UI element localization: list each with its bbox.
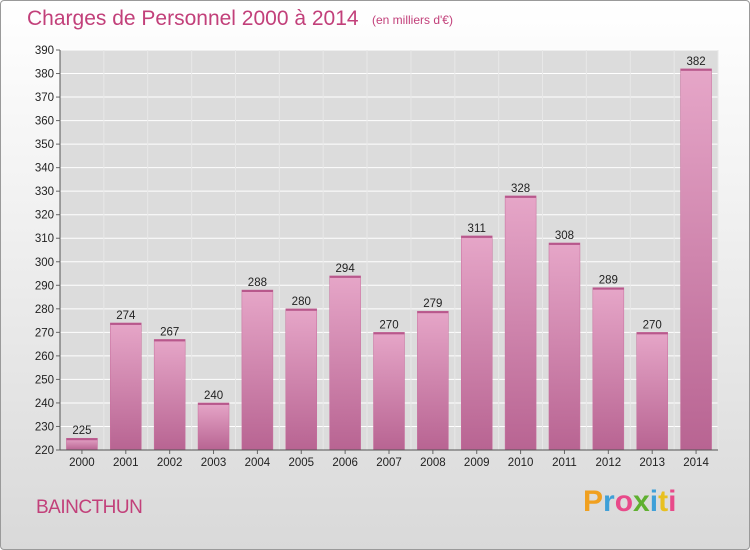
y-tick-label: 230 bbox=[35, 421, 54, 433]
y-tick-label: 380 bbox=[35, 69, 54, 81]
data-label: 267 bbox=[160, 326, 179, 338]
bar-top-edge bbox=[66, 438, 98, 441]
x-tick-label: 2006 bbox=[332, 457, 358, 469]
x-tick-label: 2007 bbox=[376, 457, 402, 469]
bar bbox=[373, 332, 405, 451]
logo-letter: x bbox=[633, 485, 650, 518]
bar-top-edge bbox=[548, 242, 580, 245]
y-tick-label: 280 bbox=[35, 304, 54, 316]
x-tick-label: 2011 bbox=[552, 457, 577, 469]
bar bbox=[548, 242, 581, 451]
y-tick-label: 390 bbox=[35, 45, 54, 57]
x-tick-label: 2000 bbox=[69, 457, 95, 469]
bar-top-edge bbox=[636, 332, 668, 335]
y-tick-label: 340 bbox=[35, 163, 54, 175]
bar bbox=[110, 322, 142, 451]
commune-name: BAINCTHUN bbox=[36, 497, 143, 518]
bar-top-edge bbox=[417, 311, 449, 314]
x-tick-label: 2003 bbox=[201, 457, 227, 469]
x-tick-label: 2009 bbox=[464, 457, 490, 469]
x-tick-label: 2012 bbox=[596, 457, 622, 469]
bar-top-edge bbox=[198, 402, 230, 405]
y-tick-label: 290 bbox=[35, 280, 54, 292]
y-tick-label: 240 bbox=[35, 398, 54, 410]
data-label: 279 bbox=[423, 298, 442, 310]
logo-letter: t bbox=[658, 485, 669, 518]
chart-subtitle: (en milliers d'€) bbox=[372, 13, 453, 27]
bar bbox=[241, 289, 274, 451]
data-label: 270 bbox=[379, 319, 398, 331]
data-label: 311 bbox=[468, 223, 486, 235]
bar bbox=[592, 287, 625, 451]
y-tick-label: 260 bbox=[35, 351, 54, 363]
x-tick-label: 2008 bbox=[420, 457, 446, 469]
data-label: 288 bbox=[248, 277, 267, 289]
bar bbox=[504, 195, 537, 451]
y-tick-label: 350 bbox=[35, 139, 54, 151]
bar-top-edge bbox=[110, 322, 142, 325]
data-label: 225 bbox=[72, 425, 91, 437]
bar-top-edge bbox=[680, 68, 712, 71]
bar bbox=[153, 339, 186, 451]
x-tick-label: 2002 bbox=[157, 457, 183, 469]
logo-letter: P bbox=[583, 485, 604, 518]
data-label: 328 bbox=[511, 183, 530, 195]
bar-top-edge bbox=[592, 287, 624, 290]
bar bbox=[460, 235, 493, 451]
bar bbox=[680, 68, 712, 451]
y-tick-label: 320 bbox=[35, 210, 54, 222]
x-tick-label: 2001 bbox=[113, 457, 139, 469]
bar bbox=[636, 332, 668, 451]
bar bbox=[417, 310, 449, 451]
logo-letter: r bbox=[603, 485, 615, 518]
logo-letter: o bbox=[614, 485, 634, 518]
data-label: 280 bbox=[292, 296, 311, 308]
x-tick-label: 2004 bbox=[245, 457, 271, 469]
x-tick-label: 2010 bbox=[508, 457, 534, 469]
logo-letter: i bbox=[649, 485, 659, 518]
data-label: 289 bbox=[599, 275, 618, 287]
chart-title: Charges de Personnel 2000 à 2014 bbox=[27, 7, 359, 30]
x-tick-label: 2014 bbox=[683, 457, 709, 469]
y-tick-label: 220 bbox=[35, 445, 54, 457]
data-label: 308 bbox=[555, 230, 574, 242]
bar bbox=[197, 402, 230, 451]
bar-top-edge bbox=[373, 332, 405, 335]
bar-top-edge bbox=[285, 308, 317, 311]
data-label: 382 bbox=[686, 56, 705, 68]
bar bbox=[285, 308, 318, 451]
data-label: 294 bbox=[336, 263, 356, 275]
bar bbox=[329, 275, 361, 451]
bar-top-edge bbox=[154, 339, 186, 342]
data-label: 274 bbox=[116, 310, 136, 322]
y-tick-label: 270 bbox=[35, 327, 54, 339]
y-tick-label: 330 bbox=[35, 186, 54, 198]
x-tick-label: 2005 bbox=[288, 457, 314, 469]
x-tick-label: 2013 bbox=[639, 457, 665, 469]
logo-letter: i bbox=[668, 485, 677, 518]
data-label: 240 bbox=[204, 390, 223, 402]
y-tick-label: 310 bbox=[35, 233, 54, 245]
y-tick-label: 250 bbox=[35, 374, 54, 386]
bar-top-edge bbox=[241, 290, 273, 292]
proxiti-logo: Proxiti bbox=[583, 485, 676, 519]
y-tick-label: 300 bbox=[35, 257, 54, 269]
bar-top-edge bbox=[505, 195, 537, 198]
y-tick-label: 370 bbox=[35, 92, 54, 104]
y-tick-label: 360 bbox=[35, 116, 54, 128]
data-label: 270 bbox=[643, 319, 662, 331]
bar-top-edge bbox=[461, 235, 493, 238]
bar-top-edge bbox=[329, 275, 361, 278]
